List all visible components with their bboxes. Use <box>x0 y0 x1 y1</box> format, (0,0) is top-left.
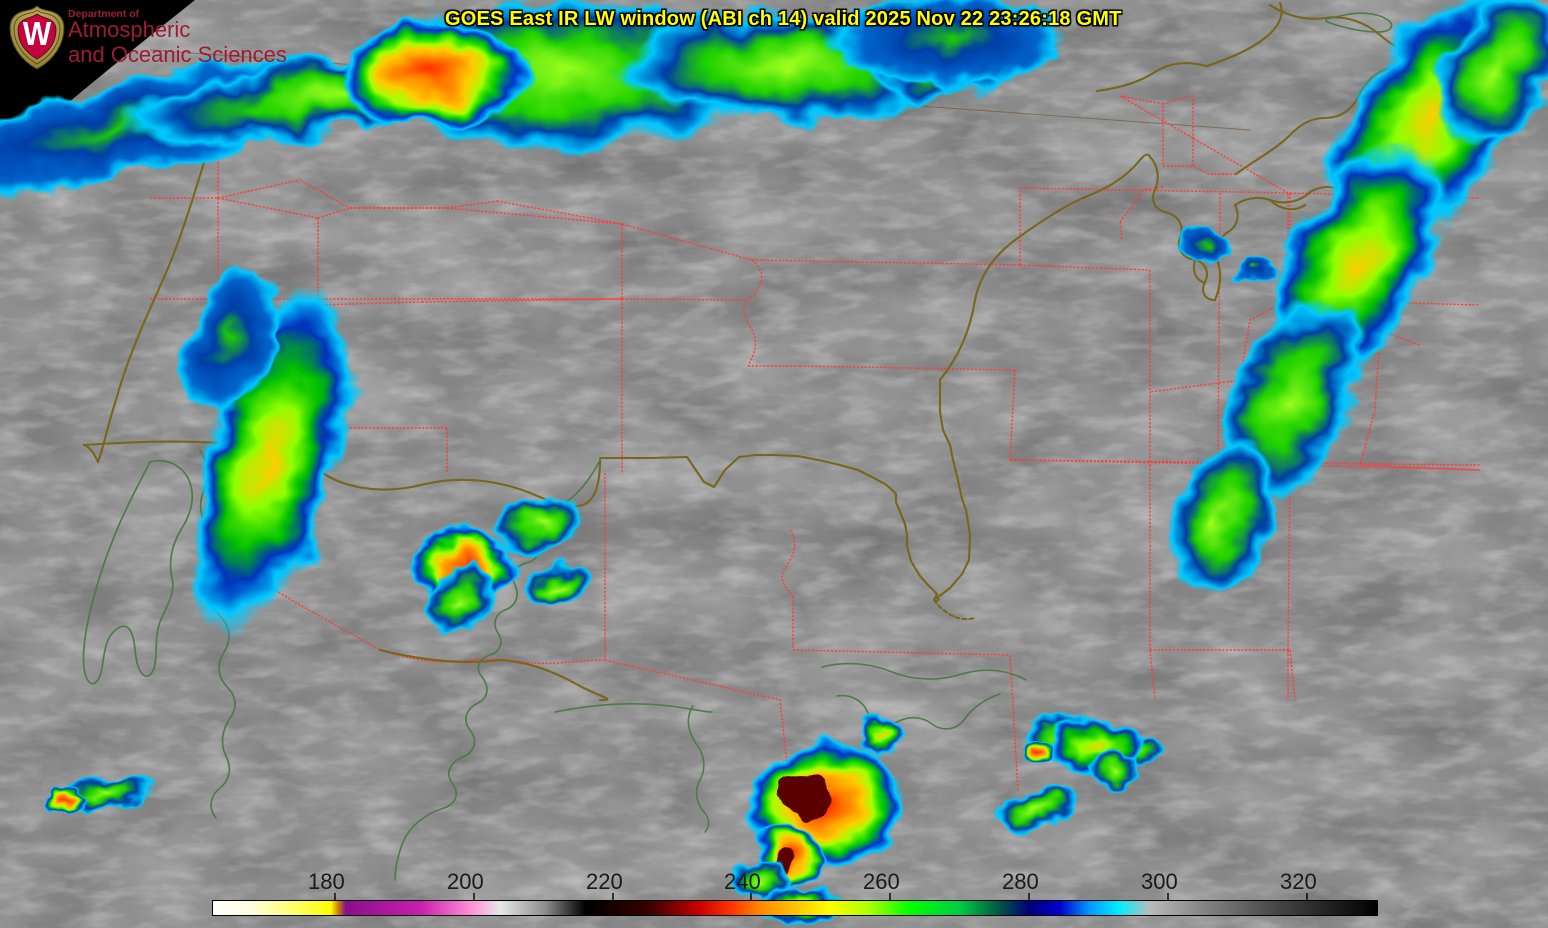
svg-text:W: W <box>23 14 52 52</box>
